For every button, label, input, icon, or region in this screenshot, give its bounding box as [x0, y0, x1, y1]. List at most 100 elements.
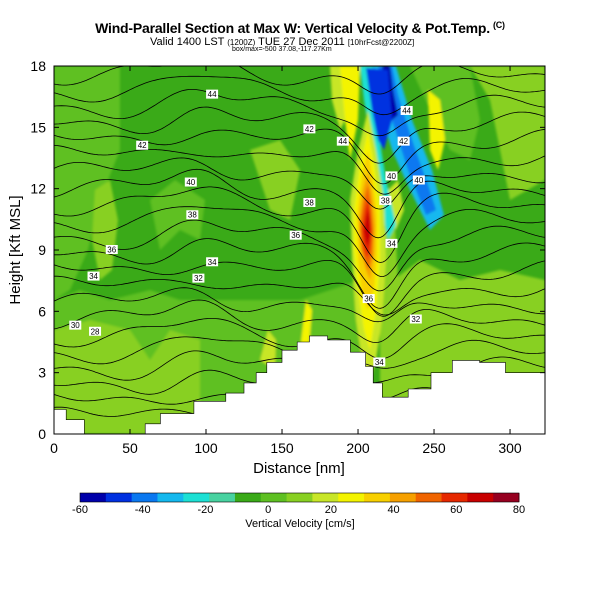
title-superscript: (C)	[492, 20, 505, 30]
y-tick-label: 0	[38, 426, 46, 442]
velocity-field: 44 44 42 42 44 42 40 40 40 38 38 38 36 34 36 34 34 32 36 32…	[54, 66, 545, 434]
contour-label: 40	[387, 172, 396, 181]
contour-label-box	[303, 124, 316, 134]
x-tick-label: 100	[194, 440, 218, 456]
colorbar-tick-label: 40	[387, 504, 399, 516]
colorbar-swatch	[80, 493, 107, 502]
contour-label-box	[87, 271, 100, 281]
field-patch-yellowgreen-northeast	[470, 66, 545, 200]
chart-title: Wind-Parallel Section at Max W: Vertical…	[95, 20, 505, 36]
colorbar-swatch	[312, 493, 339, 502]
colorbar-swatch	[157, 493, 184, 502]
contour-label: 34	[387, 239, 396, 248]
y-tick-label: 12	[30, 181, 46, 197]
contour-label: 34	[208, 258, 217, 267]
x-tick-label: 50	[122, 440, 138, 456]
colorbar-swatch	[183, 493, 210, 502]
colorbar-swatch	[467, 493, 494, 502]
contour-label-box	[336, 136, 349, 146]
colorbar-tick-label: 20	[325, 504, 337, 516]
contour-label: 36	[364, 295, 373, 304]
theta-contour	[54, 157, 545, 210]
contour-label-box	[373, 357, 386, 367]
colorbar-swatch	[364, 493, 391, 502]
contour-label: 42	[399, 137, 408, 146]
contour-label-box	[69, 320, 82, 330]
contour-label-box	[409, 314, 422, 324]
contour-label: 38	[188, 211, 197, 220]
contour-label: 36	[291, 231, 300, 240]
colorbar-tick-label: 60	[450, 504, 462, 516]
contour-label: 34	[89, 272, 98, 281]
colorbar: -60 -40 -20 0 20 40 60 80	[72, 492, 525, 516]
contour-label-box	[89, 326, 102, 336]
contour-label: 44	[208, 90, 217, 99]
contour-label: 40	[186, 178, 195, 187]
x-tick-label: 150	[270, 440, 294, 456]
contour-label-box	[362, 294, 375, 304]
contour-label: 42	[305, 125, 314, 134]
field-shading	[54, 66, 545, 434]
theta-contour	[54, 299, 545, 344]
contour-labels: 44 44 42 42 44 42 40 40 40 38 38 38 36 34 36 34 34 32 36 32…	[69, 89, 425, 367]
colorbar-tick-label: 80	[513, 504, 525, 516]
colorbar-swatch	[338, 493, 365, 502]
contour-label: 44	[402, 106, 411, 115]
x-axis: 0 50 100 150 200 250 300	[50, 66, 522, 456]
x-tick-label: 250	[422, 440, 446, 456]
x-tick-label: 0	[50, 440, 58, 456]
field-patch-light-northeast	[410, 66, 480, 160]
contour-label-box	[105, 245, 118, 254]
colorbar-swatch	[131, 493, 158, 502]
contour-label-box	[400, 105, 413, 115]
contour-label-box	[397, 136, 410, 146]
contour-label: 38	[305, 198, 314, 207]
theta-contour	[54, 238, 545, 309]
x-axis-label: Distance [nm]	[253, 460, 345, 477]
field-patch-yellow-east	[428, 90, 445, 170]
colorbar-tick-label: 0	[265, 504, 271, 516]
contour-label-box	[385, 238, 398, 248]
subtitle-date: TUE 27 Dec 2011	[258, 36, 345, 48]
field-downdraft-deep	[366, 68, 392, 150]
terrain-mask	[54, 335, 545, 434]
contour-label: 38	[381, 196, 390, 205]
contour-label-box	[136, 140, 149, 150]
colorbar-swatch	[415, 493, 442, 502]
subtitle-forecast: [10hrFcst@2200Z]	[347, 38, 415, 47]
y-tick-label: 6	[38, 303, 46, 319]
field-patch-yellow-upper	[340, 66, 360, 160]
colorbar-swatch	[286, 493, 313, 502]
contour-label-box	[206, 257, 219, 267]
field-patch-yellowgreen-low	[54, 320, 200, 434]
theta-contour	[54, 287, 545, 323]
colorbar-swatch	[441, 493, 468, 502]
colorbar-tick-label: -60	[72, 504, 88, 516]
colorbar-frame	[79, 492, 520, 503]
theta-contour	[54, 144, 545, 195]
y-tick-label: 9	[38, 242, 46, 258]
chart-subtitle: Valid 1400 LST (1200Z) TUE 27 Dec 2011 […	[150, 36, 414, 48]
contour-label: 42	[138, 141, 147, 150]
field-patch-yellowgreen-mid	[250, 140, 300, 220]
contour-label-box	[303, 197, 316, 207]
contour-label-box	[192, 273, 205, 283]
x-tick-label: 300	[498, 440, 522, 456]
contour-label-box	[184, 177, 197, 187]
colorbar-swatch	[234, 493, 262, 502]
subtitle-utc: (1200Z)	[227, 38, 256, 47]
contour-label-box	[289, 230, 302, 240]
contour-label-box	[206, 89, 219, 99]
contour-label: 32	[194, 274, 203, 283]
theta-contour	[54, 75, 545, 116]
theta-contour	[54, 260, 545, 317]
contour-label: 30	[71, 321, 80, 330]
colorbar-tick-label: -20	[197, 504, 213, 516]
theta-contour	[54, 168, 545, 239]
y-tick-label: 3	[38, 365, 46, 381]
theta-contour	[54, 275, 545, 316]
contour-label: 32	[411, 315, 420, 324]
colorbar-swatch	[209, 493, 236, 502]
